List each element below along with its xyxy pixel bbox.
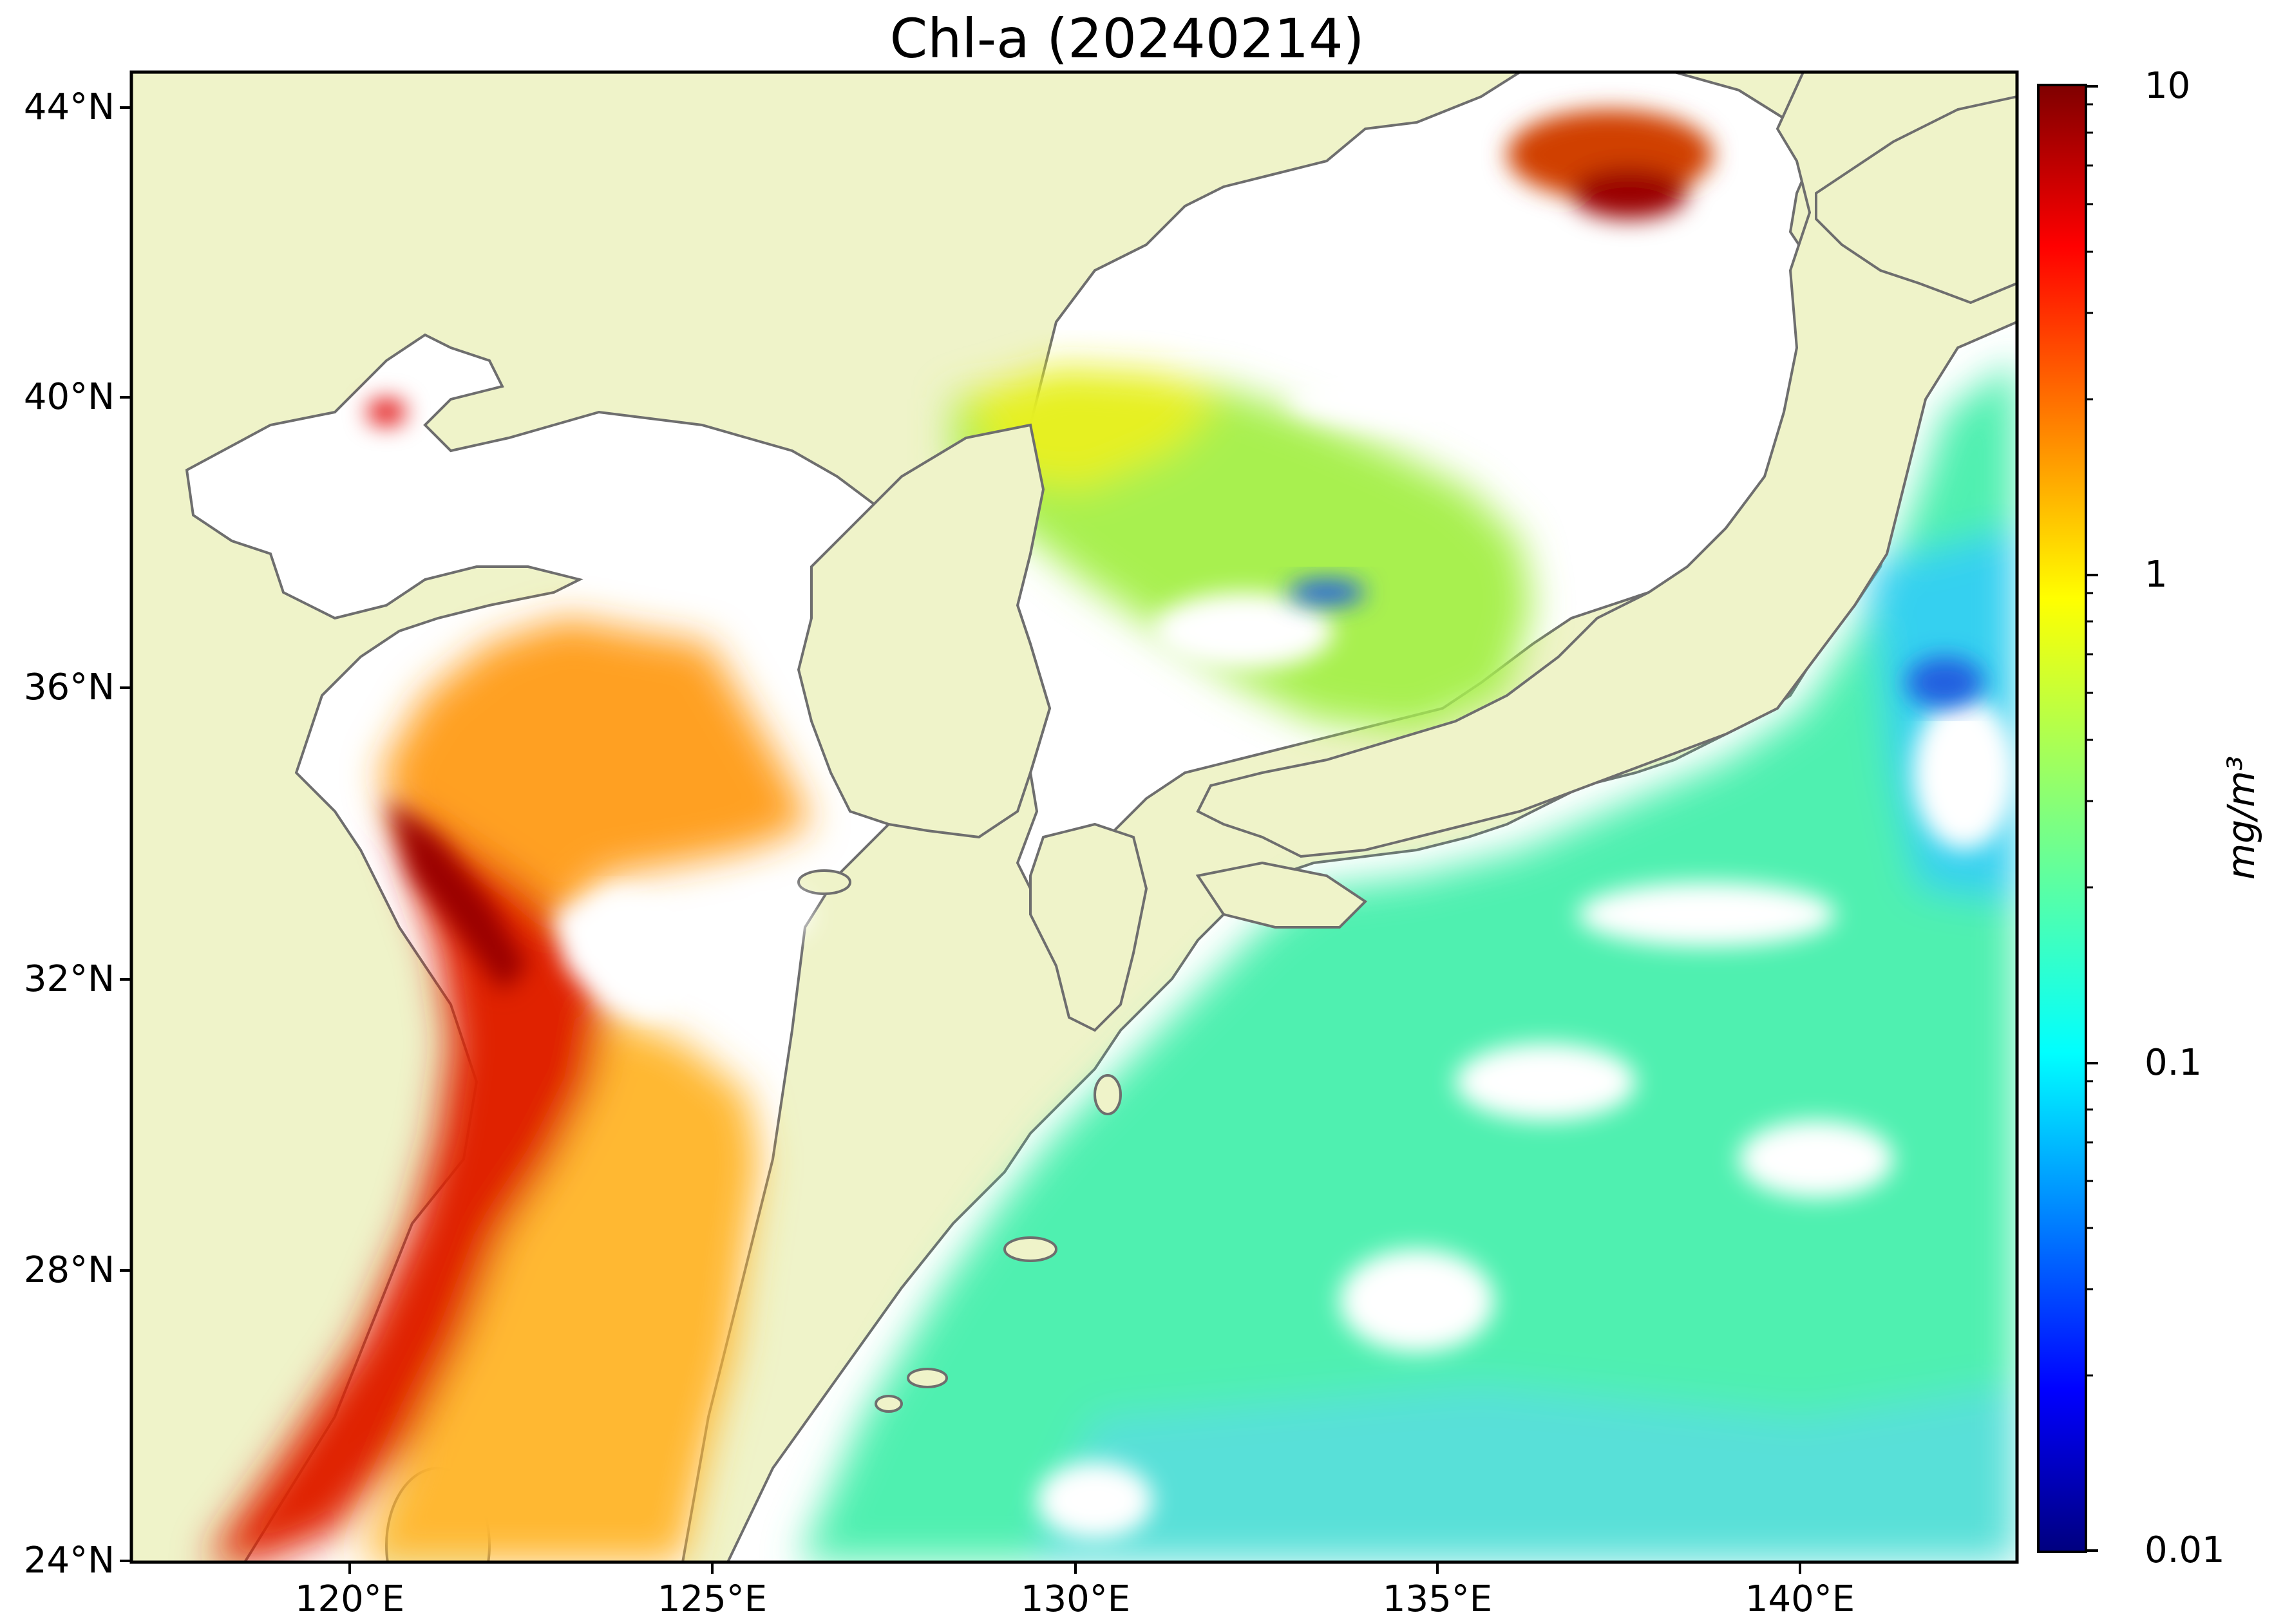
cloud-gap xyxy=(1739,1120,1893,1198)
colorbar-label: 0.01 xyxy=(2145,1529,2225,1571)
low-chl-patch xyxy=(1288,580,1365,605)
chl-bohai-patch xyxy=(367,399,406,425)
ryukyu-island xyxy=(907,1368,948,1388)
chl-peter-bay-core xyxy=(1571,167,1687,219)
lon-label: 135°E xyxy=(1382,1578,1493,1620)
cloud-gap xyxy=(1913,695,2016,850)
map-title: Chl-a (20240214) xyxy=(889,7,1365,70)
japan-kyushu xyxy=(1029,822,1148,1032)
ryukyu-island xyxy=(875,1395,903,1413)
korean-peninsula xyxy=(797,423,1052,839)
ryukyu-island xyxy=(1003,1236,1057,1262)
chl-coastal-high xyxy=(206,798,605,1562)
chl-pacific xyxy=(799,361,2017,1562)
lon-label: 140°E xyxy=(1745,1578,1855,1620)
cloud-gap xyxy=(1288,373,1494,425)
lat-label: 24°N xyxy=(23,1540,115,1582)
chl-ecs-shelf xyxy=(361,1005,760,1562)
colorbar-label: 1 xyxy=(2145,554,2168,596)
lat-label: 32°N xyxy=(23,958,115,1000)
lat-label: 44°N xyxy=(23,86,115,128)
lat-label: 36°N xyxy=(23,666,115,708)
cloud-gap xyxy=(734,889,811,940)
lat-label: 40°N xyxy=(23,376,115,418)
japan-honshu xyxy=(1196,72,2017,858)
lon-label: 120°E xyxy=(294,1578,405,1620)
cloud-gap xyxy=(1153,592,1333,670)
lat-label: 28°N xyxy=(23,1249,115,1291)
cloud-gap xyxy=(1455,1043,1636,1120)
colorbar-unit-text: mg/m³ xyxy=(2219,755,2263,880)
colorbar xyxy=(2037,84,2087,1553)
chl-pacific-south xyxy=(1030,1384,2017,1562)
ryukyu-island xyxy=(1094,1074,1122,1115)
cloud-gap xyxy=(1340,1249,1494,1352)
jeju-island xyxy=(797,869,851,895)
japan-hokkaido xyxy=(1815,95,2017,305)
low-chl-patch xyxy=(1906,657,1984,708)
lon-label: 125°E xyxy=(657,1578,768,1620)
colorbar-label: 10 xyxy=(2145,65,2191,107)
cloud-gap xyxy=(1037,1462,1153,1539)
cloud-gap xyxy=(1578,882,1835,947)
lon-label: 130°E xyxy=(1020,1578,1131,1620)
japan-shikoku xyxy=(1195,861,1368,929)
cloud-gap xyxy=(554,889,708,1017)
chl-yellow-sea xyxy=(380,618,811,927)
colorbar-label: 0.1 xyxy=(2145,1042,2202,1084)
chl-coastal-peak xyxy=(386,798,528,992)
